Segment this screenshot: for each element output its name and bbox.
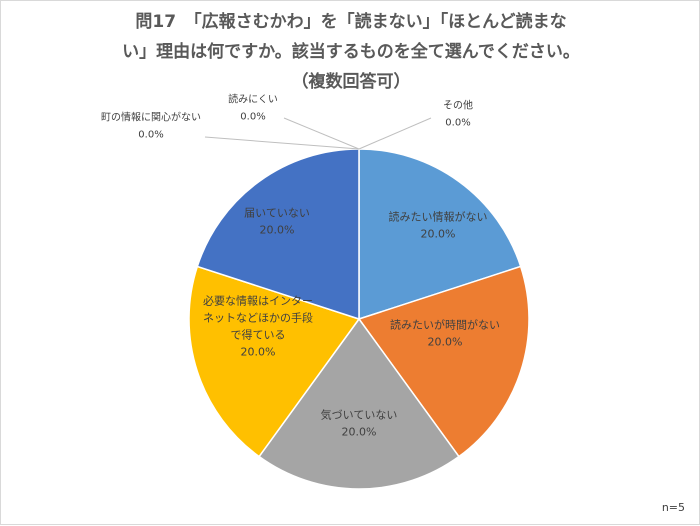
pie-slice [196, 148, 360, 321]
slice-label: 読みにくい [228, 93, 278, 106]
slice-value-label: 0.0% [445, 118, 470, 129]
slice-label: 必要な情報はインターネットなどほかの手段で得ている [203, 295, 313, 342]
slice-value-label: 0.0% [240, 112, 265, 123]
pie-slice [188, 265, 361, 458]
slice-label: 町の情報に関心がない [101, 111, 201, 124]
slice-value-label: 20.0% [241, 346, 276, 359]
pie-slice [358, 148, 522, 321]
leader-line [358, 117, 432, 150]
sample-size-note: n=5 [661, 501, 685, 514]
chart-title: 問17 「広報さむかわ」を「読まない」「ほとんど読まな い」理由は何ですか。該当… [1, 7, 700, 97]
slice-value-label: 0.0% [138, 130, 163, 141]
pie-slice [357, 265, 530, 458]
slice-value-label: 20.0% [260, 224, 295, 237]
slice-label: 届いていない [244, 207, 310, 220]
title-line: （複数回答可） [291, 72, 411, 92]
slice-value-label: 20.0% [428, 336, 463, 349]
slice-value-label: 20.0% [421, 228, 456, 241]
slice-label: 気づいていない [321, 408, 398, 422]
leader-line [204, 136, 360, 150]
slice-label: 読みたい情報がない [389, 210, 488, 224]
title-line: 問17 「広報さむかわ」を「読まない」「ほとんど読まな [135, 12, 567, 32]
leader-line [283, 117, 360, 150]
slice-value-label: 20.0% [342, 426, 377, 439]
pie-slice [258, 317, 460, 490]
slice-label: その他 [443, 99, 473, 112]
slice-label: 読みたいが時間がない [390, 318, 500, 332]
title-line: い」理由は何ですか。該当するものを全て選んでください。 [122, 42, 580, 62]
